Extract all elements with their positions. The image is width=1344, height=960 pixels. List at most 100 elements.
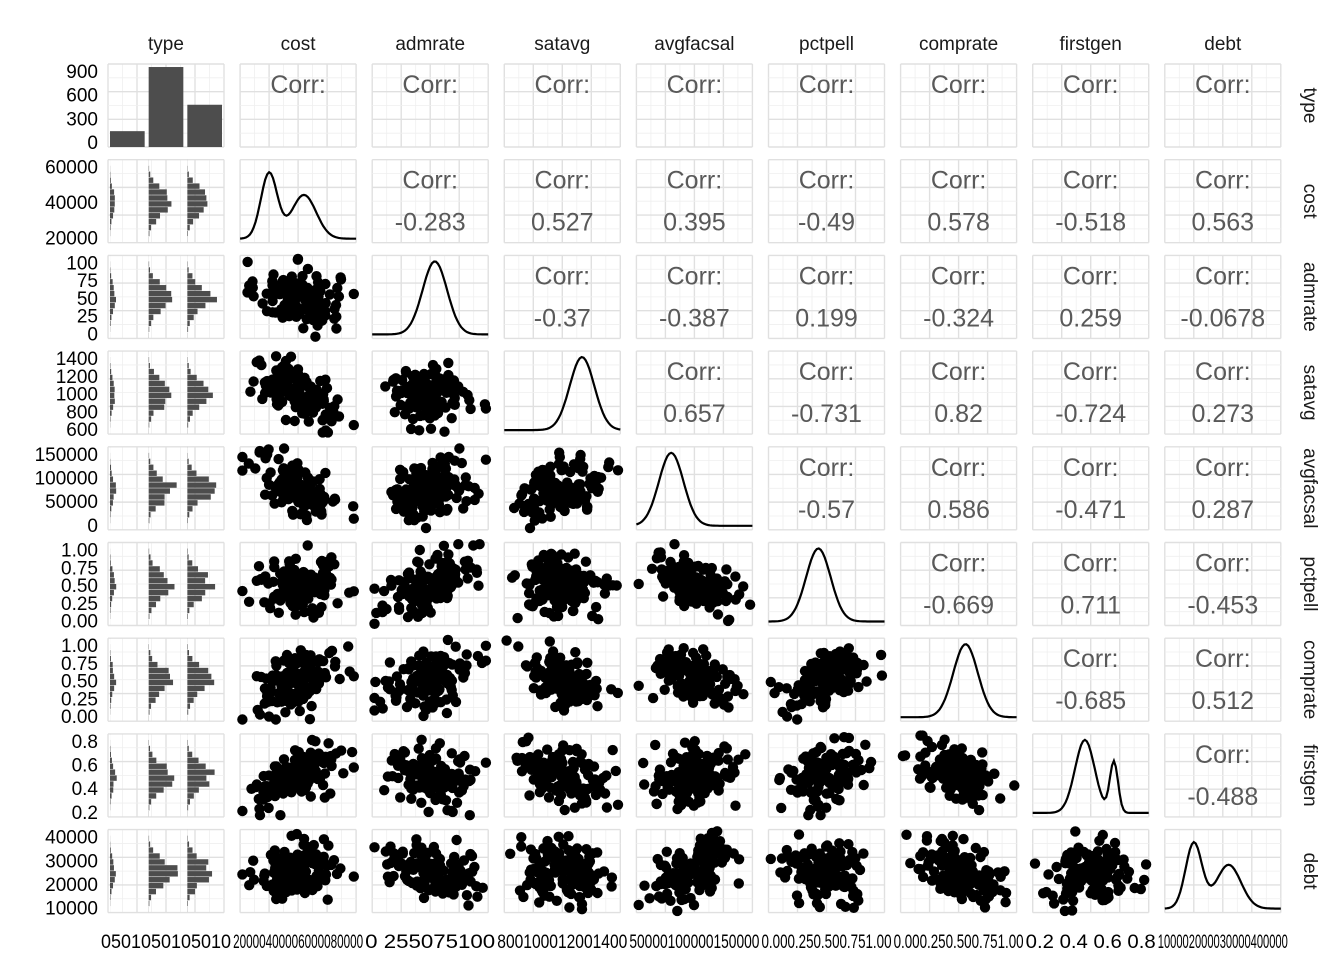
facet-hist-bar <box>110 697 112 703</box>
panel-cost-comprate: Corr: 0.578 <box>899 158 1018 244</box>
facet-hist-bar <box>148 691 160 697</box>
facet-hist-bar <box>110 685 115 692</box>
facet-hist-bar <box>187 679 215 686</box>
panel-comprate-cost <box>237 637 359 725</box>
facet-hist-bar <box>110 218 112 225</box>
x-tick-label: 0 255075100 <box>365 932 495 953</box>
y-tick-label: 900 <box>66 62 98 83</box>
facet-hist-bar <box>148 320 152 327</box>
panel-pctpell-firstgen: Corr: 0.711 <box>1031 541 1150 627</box>
scatter-points <box>245 351 359 438</box>
scatter-points <box>237 641 359 725</box>
corr-label: Corr: <box>799 167 855 195</box>
facet-hist-bar <box>187 488 215 494</box>
facet-hist-bar <box>110 589 114 596</box>
panel-satavg-comprate: Corr: 0.82 <box>899 350 1018 435</box>
facet-hist-bar <box>187 601 194 608</box>
col-strip-admrate: admrate <box>395 34 465 55</box>
facet-hist-bar <box>110 673 115 680</box>
facet-hist-bar <box>148 697 156 703</box>
facet-hist-bar <box>187 613 188 620</box>
corr-value: -0.387 <box>659 304 730 332</box>
facet-hist-bar <box>187 560 193 566</box>
facet-hist-bar <box>148 589 169 596</box>
facet-hist-bar <box>110 207 115 213</box>
panel-avgfacsal-admrate <box>371 443 492 534</box>
scatter-points <box>633 826 745 917</box>
facet-hist-bar <box>148 374 160 381</box>
panel-avgfacsal-firstgen: Corr: -0.471 <box>1031 446 1150 531</box>
panel-comprate-debt: Corr: 0.512 <box>1164 637 1282 722</box>
panel-admrate-firstgen: Corr: 0.259 <box>1031 254 1150 340</box>
facet-hist-bar <box>148 380 165 387</box>
facet-hist-bar <box>148 207 168 213</box>
corr-value: -0.685 <box>1055 687 1126 715</box>
facet-hist-bar <box>110 374 113 381</box>
col-strip-avgfacsal: avgfacsal <box>654 34 734 55</box>
facet-hist-bar <box>187 362 189 369</box>
facet-hist-bar <box>110 308 114 315</box>
panel-debt-admrate <box>369 828 489 914</box>
panel-admrate-admrate <box>371 254 489 340</box>
facet-hist-bar <box>110 566 113 572</box>
type-bar <box>110 131 145 147</box>
facet-hist-bar <box>148 422 150 428</box>
panel-cost-type <box>107 158 225 244</box>
facet-hist-bar <box>187 900 188 907</box>
y-tick-label: 50 <box>77 289 98 310</box>
facet-hist-bar <box>187 512 190 518</box>
facet-hist-bar <box>187 285 202 291</box>
facet-hist-bar <box>110 273 112 279</box>
corr-value: 0.199 <box>795 304 858 332</box>
facet-hist-bar <box>187 308 198 315</box>
panel-firstgen-cost <box>237 733 359 821</box>
panel-avgfacsal-comprate: Corr: 0.586 <box>899 446 1018 531</box>
panel-pctpell-pctpell <box>767 541 886 627</box>
facet-hist-bar <box>187 314 194 321</box>
y-tick-label: 1000 <box>56 385 98 406</box>
facet-hist-bar <box>110 290 115 297</box>
facet-hist-bar <box>110 368 112 375</box>
facet-hist-bar <box>110 398 115 404</box>
y-tick-label: 20000 <box>45 229 98 250</box>
facet-hist-bar <box>187 769 215 775</box>
facet-hist-bar <box>187 267 189 273</box>
facet-hist-bar <box>148 560 153 566</box>
facet-hist-bar <box>148 650 151 656</box>
type-bar <box>148 67 184 147</box>
col-strip-firstgen: firstgen <box>1060 34 1122 55</box>
facet-hist-bar <box>187 572 208 578</box>
corr-value: -0.518 <box>1055 209 1126 237</box>
row-strip-avgfacsal: avgfacsal <box>1299 448 1320 528</box>
facet-hist-bar <box>148 177 154 183</box>
facet-hist-bar <box>187 279 196 285</box>
panel-cost-debt: Corr: 0.563 <box>1164 158 1282 244</box>
scatter-points <box>774 732 877 821</box>
facet-hist-bar <box>110 494 114 500</box>
facet-hist-bar <box>110 201 115 207</box>
density-curve <box>635 451 753 527</box>
facet-hist-bar <box>148 470 157 476</box>
facet-hist-bar <box>110 195 115 201</box>
facet-hist-bar <box>148 805 150 811</box>
corr-label: Corr: <box>799 358 855 386</box>
corr-label: Corr: <box>402 167 458 195</box>
scatter-points <box>765 829 869 913</box>
y-tick-label: 50000 <box>45 492 98 513</box>
facet-hist-bar <box>110 404 114 410</box>
panel-avgfacsal-pctpell: Corr: -0.57 <box>767 446 886 531</box>
facet-hist-bar <box>148 488 170 494</box>
facet-hist-bar <box>148 410 154 416</box>
panel-satavg-firstgen: Corr: -0.724 <box>1031 350 1150 435</box>
corr-label: Corr: <box>931 71 987 99</box>
facet-hist-bar <box>187 213 200 219</box>
facet-hist-bar <box>148 230 150 237</box>
facet-hist-bar <box>187 841 190 847</box>
facet-hist-bar <box>187 781 210 787</box>
facet-hist-bar <box>187 894 190 901</box>
facet-hist-bar <box>187 392 213 399</box>
facet-hist-bar <box>148 679 174 686</box>
x-tick-label: 0.2 0.4 0.6 0.8 <box>1026 932 1156 953</box>
panel-pctpell-avgfacsal <box>633 539 756 627</box>
corr-label: Corr: <box>667 358 723 386</box>
